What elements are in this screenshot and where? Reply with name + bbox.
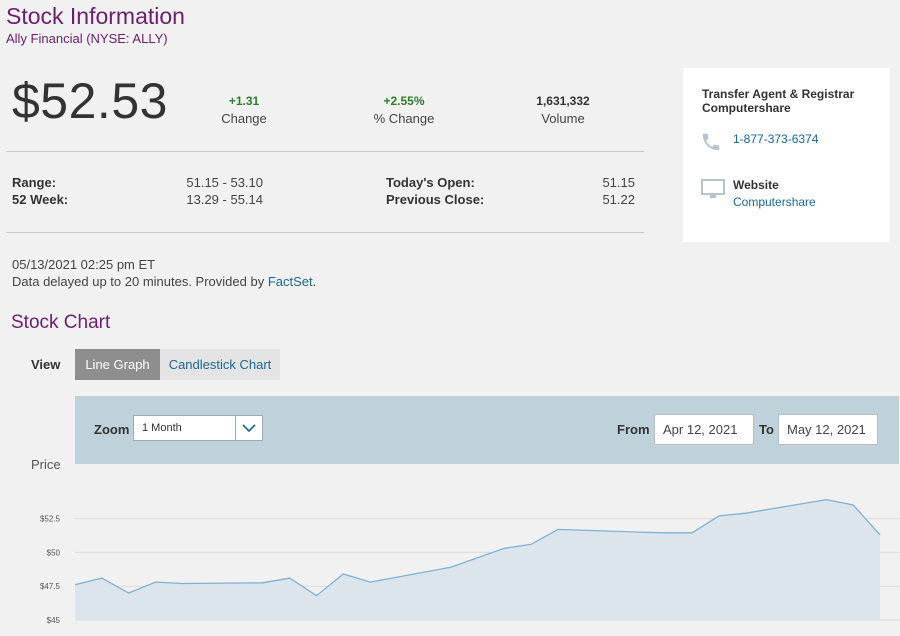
quote-timestamp: 05/13/2021 02:25 pm ET xyxy=(12,257,156,272)
range-value: 51.15 - 53.10 xyxy=(186,175,263,190)
delay-end: . xyxy=(312,274,317,289)
zoom-label: Zoom xyxy=(94,422,130,437)
monitor-icon xyxy=(701,179,725,204)
week52-label: 52 Week: xyxy=(12,192,69,207)
view-label: View xyxy=(31,357,61,372)
prev-close-label: Previous Close: xyxy=(386,192,485,207)
transfer-agent-card xyxy=(683,68,890,242)
change-label: Change xyxy=(221,111,267,126)
company-subtitle: Ally Financial (NYSE: ALLY) xyxy=(6,31,168,46)
divider xyxy=(6,151,644,152)
from-date-input[interactable] xyxy=(654,414,754,445)
candlestick-chart-button[interactable]: Candlestick Chart xyxy=(160,349,280,380)
phone-icon xyxy=(700,131,722,158)
chevron-down-icon[interactable] xyxy=(235,416,262,440)
website-link[interactable]: Computershare xyxy=(733,195,816,209)
phone-link[interactable]: 1-877-373-6374 xyxy=(733,132,819,146)
pct-change-value: +2.55% xyxy=(383,94,425,108)
stock-chart-title: Stock Chart xyxy=(11,312,111,333)
y-tick-label: $47.5 xyxy=(40,582,61,591)
zoom-select[interactable]: 1 Month xyxy=(133,415,263,441)
line-graph-button[interactable]: Line Graph xyxy=(75,349,160,380)
price-line xyxy=(74,498,881,597)
volume-stat: 1,631,332 Volume xyxy=(523,94,603,126)
volume-value: 1,631,332 xyxy=(536,94,590,108)
delay-text: Data delayed up to 20 minutes. Provided … xyxy=(12,274,268,289)
price-chart: $52.5 $50 $47.5 $45 xyxy=(40,498,900,625)
open-label: Today's Open: xyxy=(386,175,475,190)
from-label: From xyxy=(617,422,650,437)
zoom-select-value: 1 Month xyxy=(142,422,182,434)
y-tick-label: $50 xyxy=(47,548,61,557)
factset-link[interactable]: FactSet xyxy=(267,274,313,289)
price-area xyxy=(75,499,880,620)
volume-label: Volume xyxy=(541,111,585,126)
delay-note: Data delayed up to 20 minutes. Provided … xyxy=(12,274,316,289)
divider xyxy=(6,232,644,233)
change-value: +1.31 xyxy=(228,94,260,108)
price-axis-label: Price xyxy=(31,457,61,472)
open-value: 51.15 xyxy=(602,175,635,190)
prev-close-value: 51.22 xyxy=(602,192,635,207)
website-label: Website xyxy=(733,178,779,192)
page-title: Stock Information xyxy=(6,3,185,29)
y-tick-label: $52.5 xyxy=(40,515,61,524)
change-stat: +1.31 Change xyxy=(214,94,274,126)
pct-change-label: % Change xyxy=(373,111,435,126)
to-date-input[interactable] xyxy=(778,414,878,445)
range-label: Range: xyxy=(12,175,57,190)
week52-value: 13.29 - 55.14 xyxy=(186,192,263,207)
pct-change-stat: +2.55% % Change xyxy=(364,94,444,126)
to-label: To xyxy=(759,422,774,437)
y-tick-label: $45 xyxy=(47,616,61,625)
stock-price: $52.53 xyxy=(12,73,168,129)
transfer-agent-title: Transfer Agent & Registrar Computershare xyxy=(702,87,855,115)
